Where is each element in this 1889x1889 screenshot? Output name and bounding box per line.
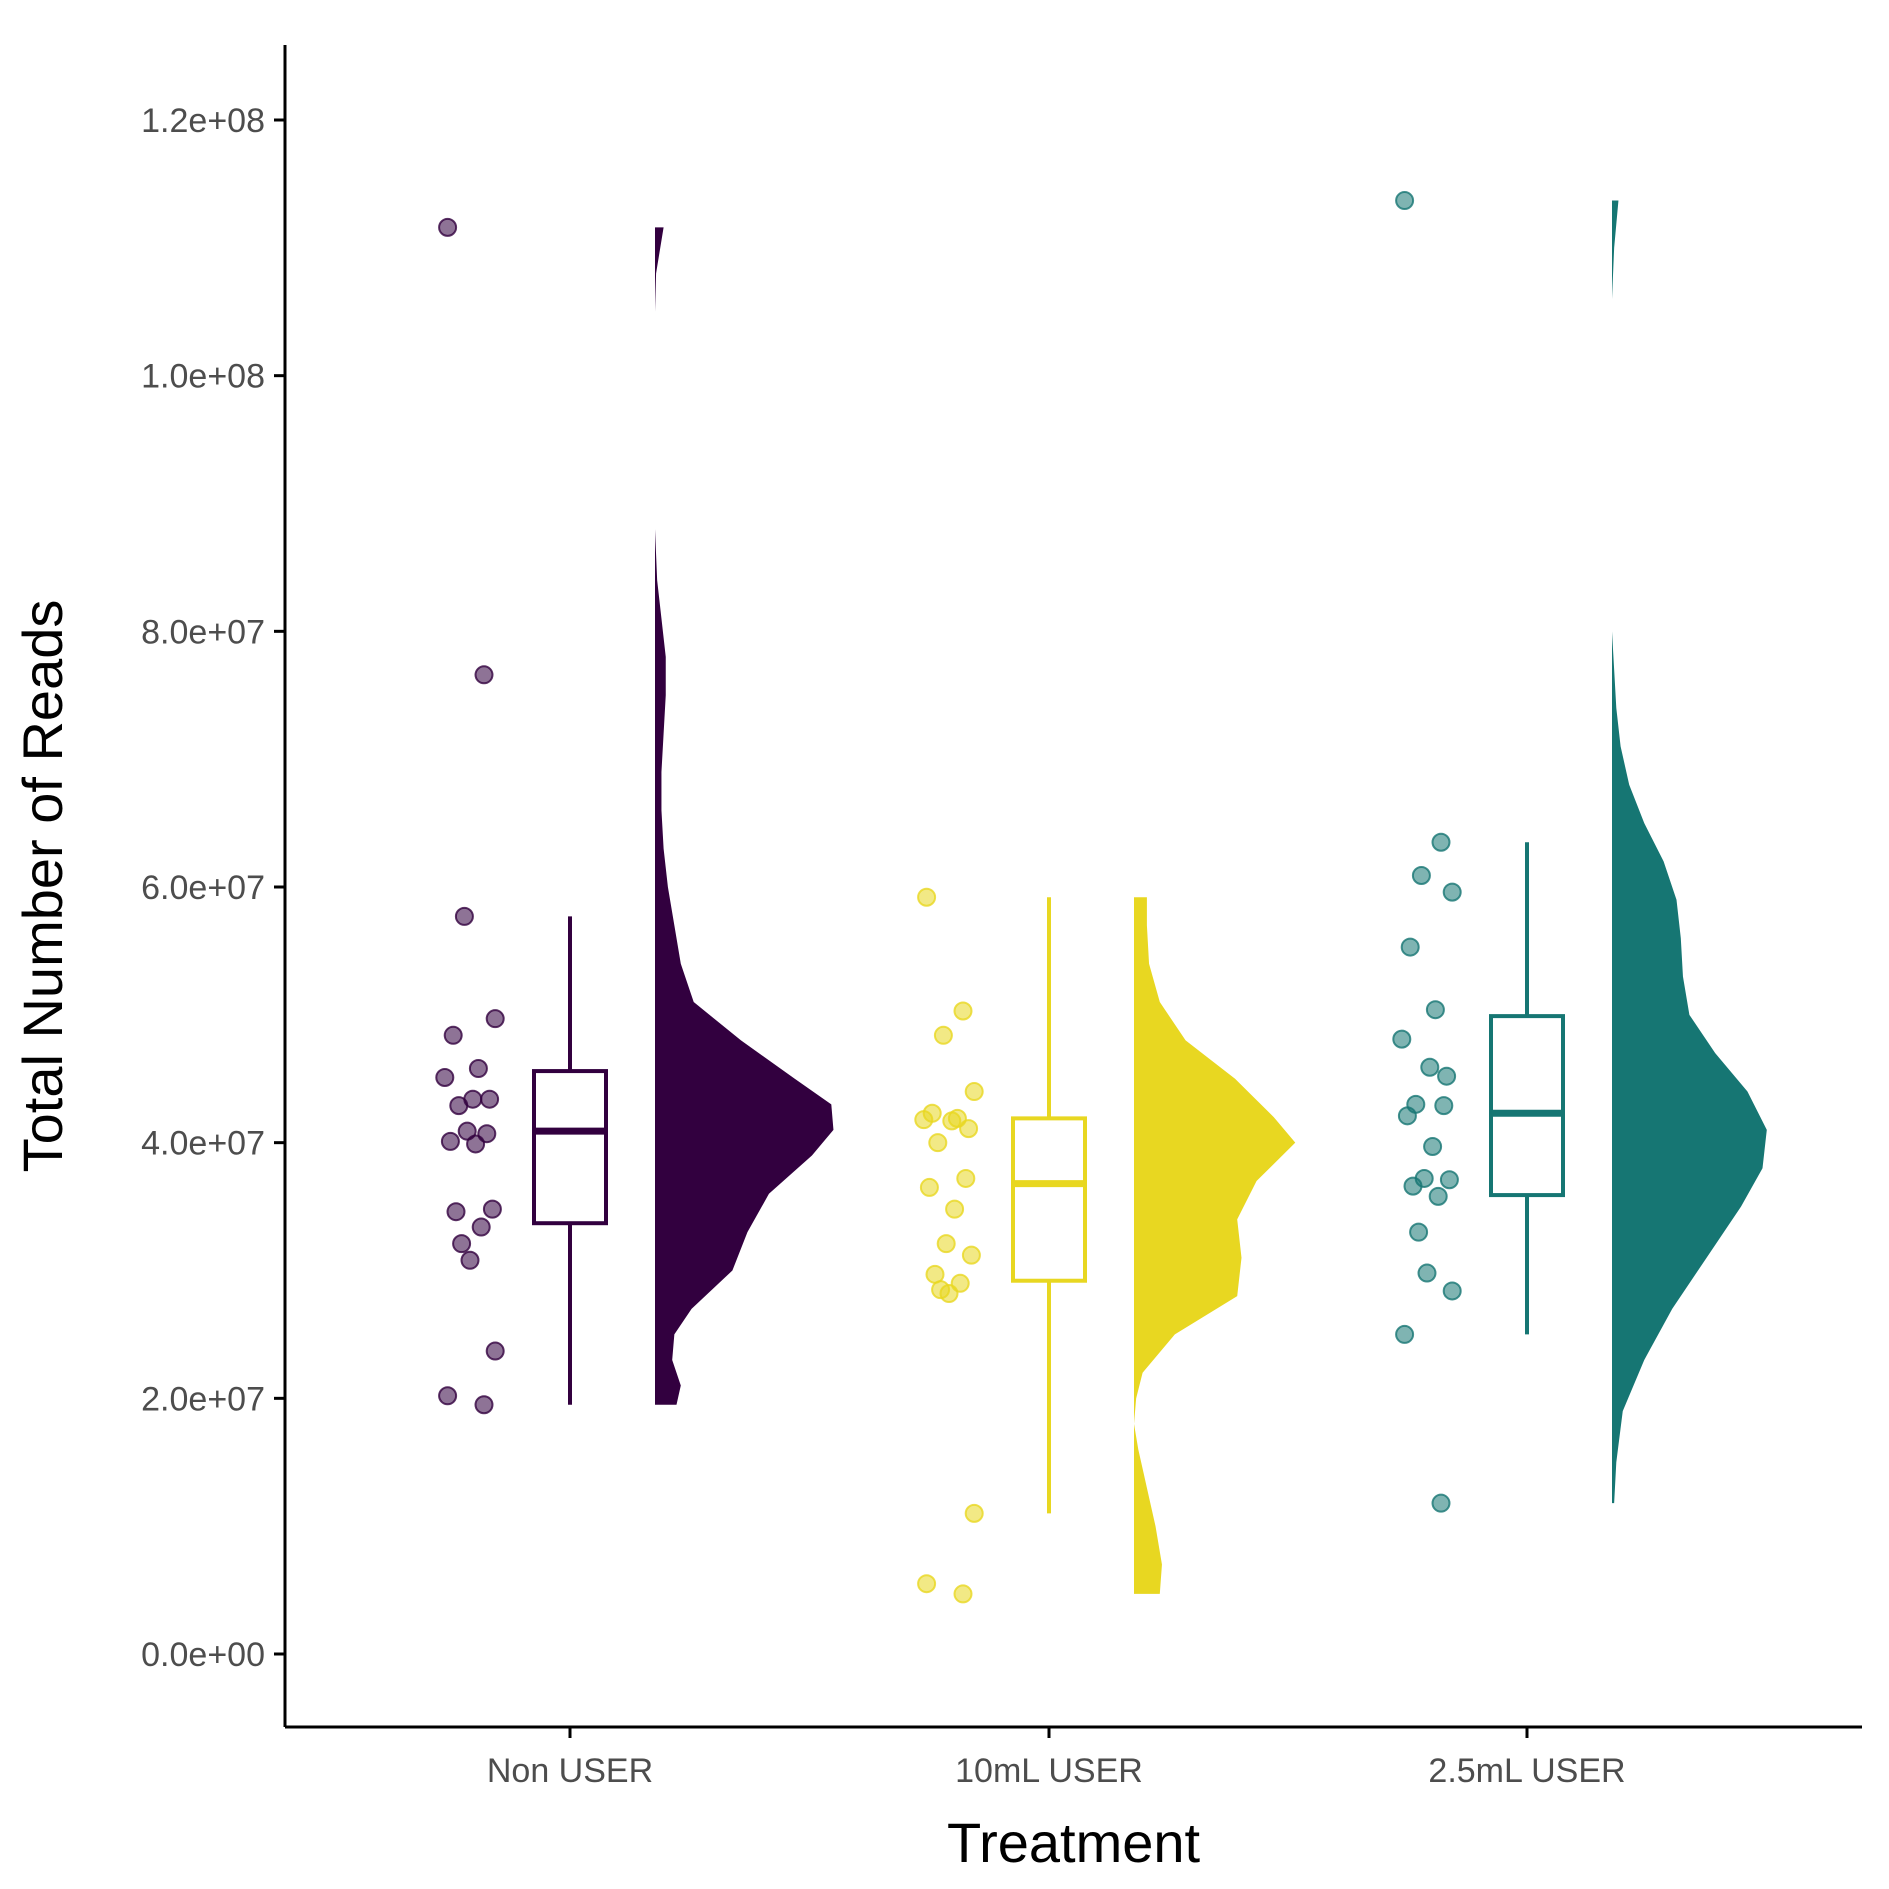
group-2 bbox=[914, 887, 1296, 1604]
half-violin bbox=[1612, 200, 1767, 1504]
data-point bbox=[474, 1395, 494, 1415]
data-point bbox=[964, 1503, 984, 1523]
group-3 bbox=[1392, 191, 1767, 1513]
data-point bbox=[936, 1234, 956, 1254]
y-axis-title: Total Number of Reads bbox=[11, 600, 74, 1173]
data-point bbox=[460, 1250, 480, 1270]
data-point bbox=[1392, 1029, 1412, 1049]
box bbox=[532, 1069, 608, 1226]
data-point bbox=[953, 1584, 973, 1604]
data-point bbox=[964, 1082, 984, 1102]
y-tick-label: 2.0e+07 bbox=[141, 1380, 265, 1418]
half-violin bbox=[1134, 897, 1296, 1594]
data-point bbox=[933, 1025, 953, 1045]
data-point bbox=[928, 1133, 948, 1153]
y-tick-label: 4.0e+07 bbox=[141, 1125, 265, 1163]
x-axis-title: Treatment bbox=[947, 1811, 1201, 1874]
data-point bbox=[1442, 882, 1462, 902]
data-point bbox=[485, 1341, 505, 1361]
y-tick-label: 1.2e+08 bbox=[141, 102, 265, 140]
data-point bbox=[471, 1217, 491, 1237]
y-tick-label: 0.0e+00 bbox=[141, 1636, 265, 1674]
box bbox=[1011, 1116, 1087, 1283]
x-tick-label: 2.5mL USER bbox=[1428, 1752, 1625, 1790]
x-axis-ticks: Non USER 10mL USER 2.5mL USER bbox=[487, 1727, 1626, 1790]
data-point bbox=[457, 1121, 477, 1141]
data-point bbox=[449, 1096, 469, 1116]
data-point bbox=[939, 1284, 959, 1304]
data-point bbox=[1431, 1493, 1451, 1513]
data-point bbox=[454, 906, 474, 926]
data-point bbox=[482, 1199, 502, 1219]
half-violin bbox=[655, 227, 834, 1405]
data-point bbox=[1423, 1137, 1443, 1157]
data-point bbox=[919, 1177, 939, 1197]
data-point bbox=[953, 1001, 973, 1021]
plot-layer bbox=[435, 191, 1767, 1604]
data-point bbox=[1439, 1170, 1459, 1190]
data-point bbox=[959, 1119, 979, 1139]
data-point bbox=[1411, 865, 1431, 885]
data-point bbox=[917, 1574, 937, 1594]
data-point bbox=[1409, 1222, 1429, 1242]
data-point bbox=[438, 217, 458, 237]
data-point bbox=[1437, 1066, 1457, 1086]
data-point bbox=[446, 1202, 466, 1222]
data-point bbox=[1417, 1263, 1437, 1283]
data-point bbox=[435, 1067, 455, 1087]
data-point bbox=[961, 1245, 981, 1265]
data-point bbox=[1431, 832, 1451, 852]
data-point bbox=[452, 1234, 472, 1254]
data-point bbox=[1425, 1000, 1445, 1020]
box bbox=[1489, 1014, 1565, 1198]
data-point bbox=[485, 1009, 505, 1029]
data-point bbox=[1420, 1057, 1440, 1077]
data-point bbox=[438, 1386, 458, 1406]
data-point bbox=[956, 1168, 976, 1188]
data-point bbox=[1442, 1281, 1462, 1301]
data-point bbox=[1403, 1176, 1423, 1196]
y-tick-label: 8.0e+07 bbox=[141, 613, 265, 651]
x-tick-label: Non USER bbox=[487, 1752, 653, 1790]
data-point bbox=[474, 665, 494, 685]
data-point bbox=[1397, 1106, 1417, 1126]
data-point bbox=[1428, 1186, 1448, 1206]
y-axis-ticks: 0.0e+00 2.0e+07 4.0e+07 6.0e+07 8.0e+07 1.0e+… bbox=[141, 102, 285, 1674]
data-point bbox=[1400, 937, 1420, 957]
data-point bbox=[917, 887, 937, 907]
data-point bbox=[942, 1111, 962, 1131]
y-tick-label: 6.0e+07 bbox=[141, 869, 265, 907]
x-tick-label: 10mL USER bbox=[955, 1752, 1143, 1790]
data-point bbox=[440, 1131, 460, 1151]
data-point bbox=[945, 1199, 965, 1219]
group-1 bbox=[435, 217, 834, 1415]
data-point bbox=[1395, 191, 1415, 211]
data-point bbox=[1434, 1096, 1454, 1116]
y-tick-label: 1.0e+08 bbox=[141, 358, 265, 396]
data-point bbox=[443, 1025, 463, 1045]
data-point bbox=[914, 1110, 934, 1130]
data-point bbox=[1395, 1324, 1415, 1344]
data-point bbox=[468, 1059, 488, 1079]
data-point bbox=[480, 1089, 500, 1109]
